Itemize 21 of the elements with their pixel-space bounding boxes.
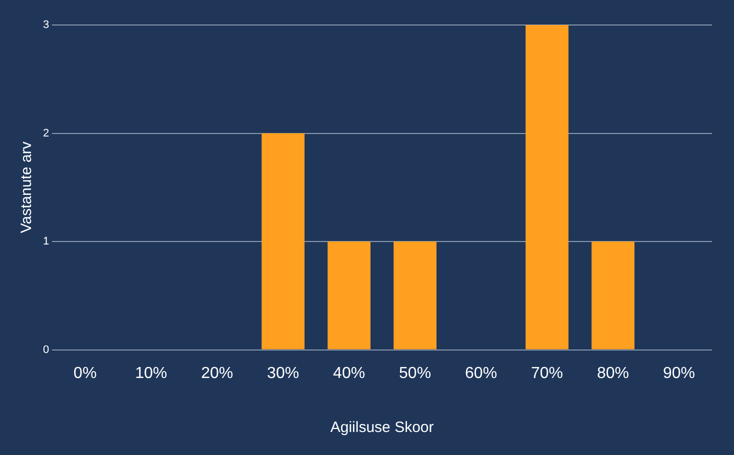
bar [526,25,568,350]
y-tick-label: 2 [42,127,50,140]
bar [592,242,634,350]
x-tick-label: 50% [399,364,432,382]
x-axis-title: Agiilsuse Skoor [330,419,434,436]
x-tick-label: 10% [135,364,168,382]
y-tick-label: 1 [42,236,50,248]
bar [328,242,371,350]
x-tick-label: 20% [201,364,234,382]
x-tick-label: 60% [465,364,498,382]
x-tick-label: 90% [662,364,696,382]
x-tick-label: 70% [531,364,564,382]
x-tick-label: 40% [333,364,366,382]
x-tick-label: 30% [267,364,300,382]
bar [262,133,305,350]
y-axis-title: Vastanute arv [18,141,36,234]
x-tick-label: 0% [74,364,97,382]
y-tick-label: 0 [42,344,50,356]
x-tick-label: 80% [597,364,630,382]
y-tick-label: 3 [42,19,50,32]
bar [394,242,436,350]
